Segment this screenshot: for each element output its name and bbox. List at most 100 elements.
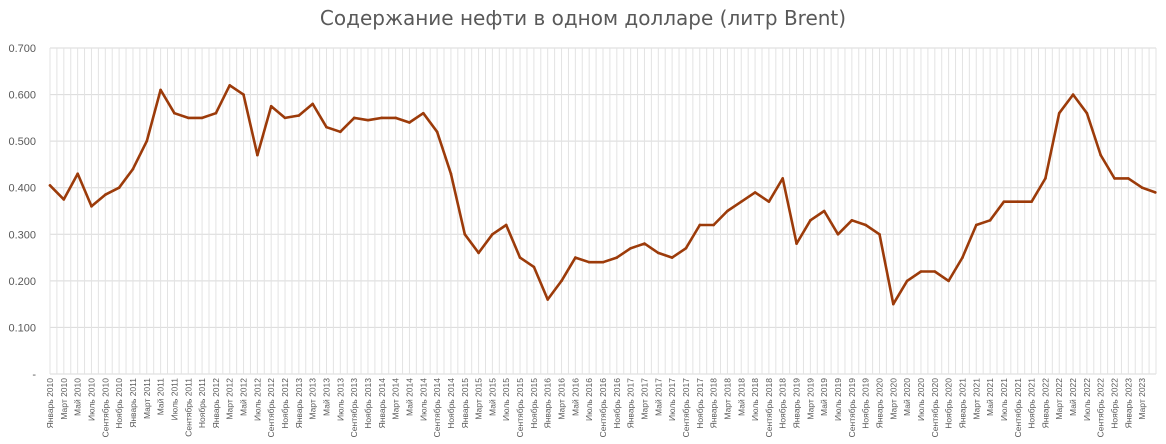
x-tick-label: Март 2018 (722, 378, 732, 420)
x-tick-label: Сентябрь 2016 (598, 378, 608, 438)
x-tick-label: Январь 2020 (875, 378, 885, 429)
x-tick-label: Июль 2011 (169, 378, 179, 421)
data-point (974, 223, 978, 227)
data-point (864, 223, 867, 227)
data-point (560, 279, 563, 283)
y-tick-label: - (32, 369, 36, 381)
x-tick-label: Март 2022 (1054, 378, 1064, 420)
x-tick-label: Сентябрь 2022 (1096, 378, 1106, 438)
x-tick-label: Март 2021 (971, 378, 981, 420)
data-point (643, 242, 646, 245)
data-point (1154, 191, 1157, 194)
data-point (1140, 186, 1144, 190)
x-tick-label: Ноябрь 2010 (114, 378, 124, 429)
y-tick-label: 0.500 (8, 136, 36, 148)
x-tick-label: Июль 2014 (418, 378, 428, 421)
x-tick-label: Март 2020 (888, 378, 898, 420)
x-tick-label: Март 2019 (805, 378, 815, 420)
x-tick-label: Ноябрь 2016 (612, 378, 622, 429)
x-tick-label: Март 2010 (59, 378, 69, 420)
data-point (62, 198, 66, 201)
x-tick-label: Январь 2019 (792, 378, 802, 429)
chart-title: Содержание нефти в одном долларе (литр B… (319, 6, 847, 30)
x-tick-label: Ноябрь 2014 (446, 378, 456, 429)
data-point (822, 209, 826, 213)
x-tick-label: Сентябрь 2010 (100, 378, 110, 438)
y-axis-tick-labels: - 0.100 0.200 0.300 0.400 0.500 0.600 0.700 (8, 43, 36, 381)
data-point (408, 121, 411, 124)
data-point (1002, 200, 1006, 203)
x-tick-label: Ноябрь 2011 (197, 378, 207, 428)
data-point (919, 270, 923, 273)
data-point (159, 88, 162, 92)
data-point (1057, 111, 1061, 115)
data-point (311, 102, 314, 106)
y-tick-label: 0.400 (8, 183, 36, 195)
data-point (283, 116, 287, 120)
y-tick-label: 0.200 (8, 276, 36, 288)
x-tick-label: Май 2022 (1068, 378, 1078, 416)
data-point (449, 172, 453, 176)
data-point (117, 186, 121, 190)
data-point (670, 256, 674, 259)
x-tick-label: Март 2015 (474, 378, 484, 420)
y-tick-label: 0.300 (8, 229, 36, 241)
data-point (1099, 153, 1102, 157)
data-point (339, 130, 342, 134)
data-point (601, 260, 605, 264)
x-tick-label: Январь 2014 (377, 378, 387, 429)
data-point (574, 256, 577, 259)
data-point (145, 139, 149, 143)
y-tick-label: 0.700 (8, 43, 36, 55)
x-tick-label: Январь 2022 (1040, 378, 1050, 429)
x-tick-label: Март 2016 (557, 378, 567, 420)
x-tick-label: Июль 2017 (667, 378, 677, 421)
data-point (90, 205, 93, 208)
data-point (242, 93, 245, 96)
x-tick-label: Июль 2013 (335, 378, 345, 421)
x-tick-label: Январь 2016 (543, 378, 553, 429)
x-tick-label: Май 2010 (73, 378, 83, 416)
x-tick-label: Март 2014 (391, 378, 401, 420)
data-point (781, 177, 785, 180)
x-tick-label: Ноябрь 2022 (1110, 378, 1120, 429)
x-tick-label: Июль 2020 (916, 378, 926, 421)
y-tick-label: 0.100 (8, 322, 36, 334)
data-point (173, 111, 176, 115)
x-tick-label: Май 2017 (653, 378, 663, 416)
x-tick-label: Март 2012 (225, 378, 235, 420)
x-tick-label: Январь 2023 (1123, 378, 1133, 429)
x-tick-label: Июль 2019 (833, 378, 843, 421)
data-point (228, 83, 232, 87)
x-tick-label: Июль 2021 (999, 378, 1009, 421)
x-tick-label: Январь 2010 (45, 378, 55, 429)
x-tick-label: Ноябрь 2018 (778, 378, 788, 429)
x-tick-label: Январь 2012 (211, 378, 221, 429)
x-tick-label: Июль 2018 (750, 378, 760, 421)
data-point (186, 116, 190, 120)
data-point (504, 223, 508, 227)
series-layer (48, 83, 1157, 306)
x-tick-label: Ноябрь 2020 (944, 378, 954, 429)
data-point (712, 223, 715, 227)
data-point (200, 116, 204, 120)
data-point (753, 191, 757, 194)
x-tick-label: Май 2015 (487, 378, 497, 416)
x-tick-label: Сентябрь 2021 (1013, 378, 1023, 438)
x-tick-label: Сентябрь 2020 (930, 378, 940, 438)
x-tick-label: Май 2019 (819, 378, 829, 416)
x-tick-label: Ноябрь 2019 (861, 378, 871, 429)
x-tick-label: Январь 2013 (294, 378, 304, 429)
x-tick-label: Сентябрь 2015 (515, 378, 525, 438)
data-point (988, 219, 992, 222)
x-tick-label: Январь 2015 (460, 378, 470, 429)
x-tick-label: Сентябрь 2018 (764, 378, 774, 438)
x-tick-label: Сентябрь 2019 (847, 378, 857, 438)
data-point (491, 232, 494, 236)
x-tick-label: Март 2013 (308, 378, 318, 420)
data-point (325, 125, 328, 129)
data-point (366, 118, 370, 122)
data-point (629, 246, 632, 250)
data-point (684, 246, 688, 250)
x-tick-label: Июль 2016 (584, 378, 594, 421)
